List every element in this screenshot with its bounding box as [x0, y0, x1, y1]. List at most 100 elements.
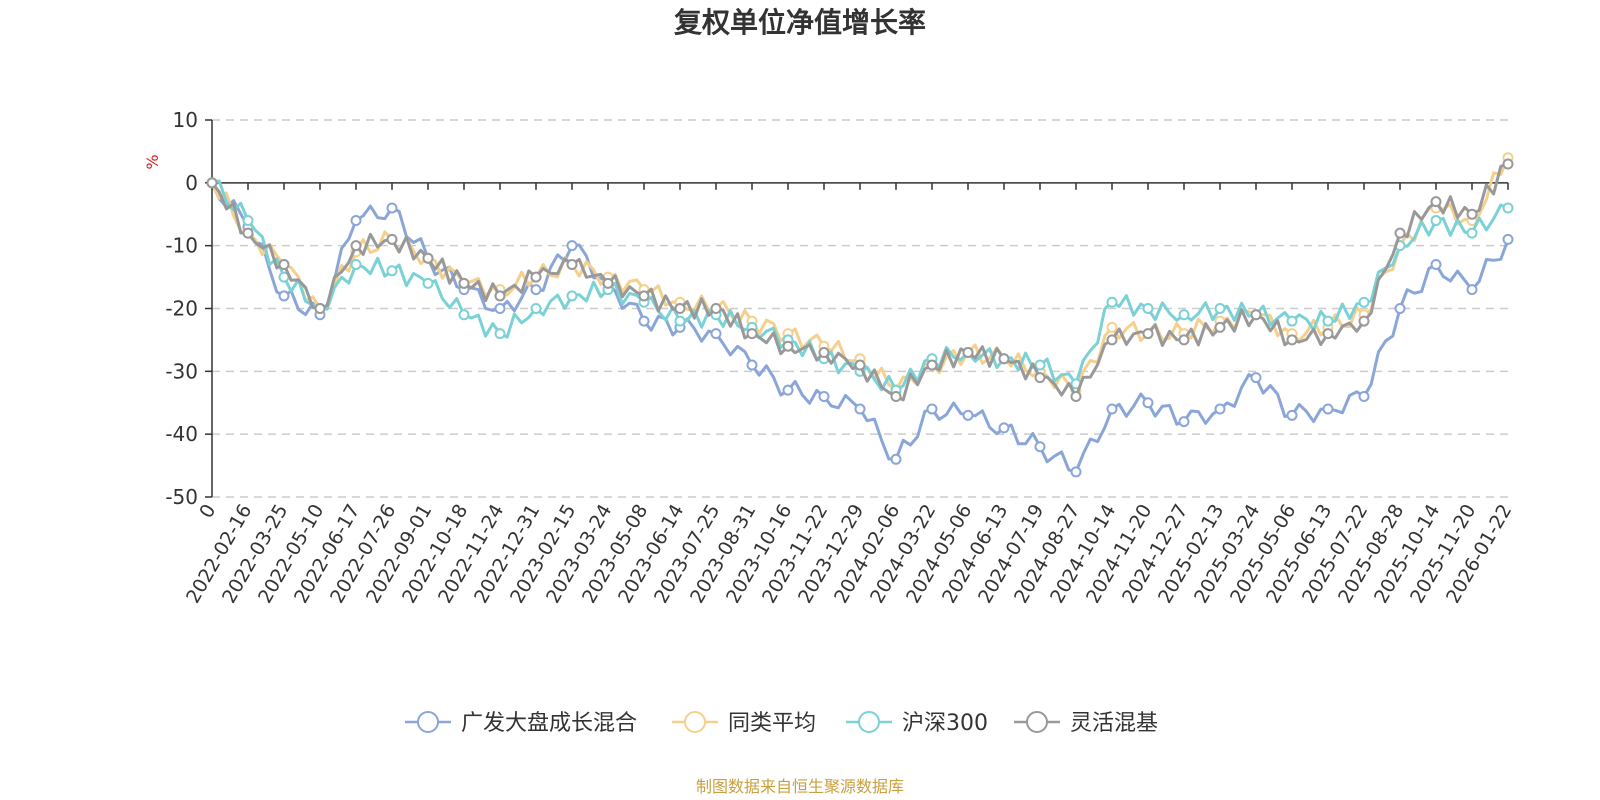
data-point[interactable] [1106, 334, 1118, 346]
data-point[interactable] [458, 309, 470, 321]
data-point[interactable] [458, 277, 470, 289]
data-point[interactable] [1322, 403, 1334, 415]
data-point[interactable] [710, 303, 722, 314]
data-point[interactable] [638, 315, 650, 327]
data-point[interactable] [350, 240, 362, 252]
data-point[interactable] [1394, 227, 1406, 239]
data-point[interactable] [1466, 208, 1478, 220]
data-point[interactable] [566, 259, 578, 271]
data-point[interactable] [890, 390, 902, 402]
data-point[interactable] [1214, 303, 1226, 314]
data-point[interactable] [1394, 303, 1406, 314]
data-point[interactable] [998, 353, 1010, 365]
data-point[interactable] [1502, 202, 1514, 214]
data-point[interactable] [854, 359, 866, 371]
data-point[interactable] [1034, 441, 1046, 453]
data-point[interactable] [278, 290, 290, 302]
data-point[interactable] [494, 328, 506, 340]
data-point[interactable] [566, 290, 578, 302]
legend-item-3[interactable]: 灵活混基 [1014, 711, 1158, 736]
data-point[interactable] [422, 252, 434, 264]
y-tick-label: -40 [165, 422, 198, 446]
data-point[interactable] [926, 359, 938, 371]
legend-item-1[interactable]: 同类平均 [672, 711, 816, 736]
data-point[interactable] [566, 240, 578, 252]
data-point[interactable] [1430, 215, 1442, 227]
y-tick-label: 10 [173, 108, 198, 132]
data-point[interactable] [1286, 334, 1298, 346]
data-point[interactable] [1106, 296, 1118, 308]
data-point[interactable] [386, 233, 398, 245]
data-point[interactable] [674, 303, 686, 314]
data-point[interactable] [674, 315, 686, 327]
legend-item-0[interactable]: 广发大盘成长混合 [405, 711, 637, 736]
data-point[interactable] [998, 422, 1010, 434]
data-point[interactable] [494, 290, 506, 302]
data-point[interactable] [350, 259, 362, 271]
data-point[interactable] [1034, 359, 1046, 371]
data-point[interactable] [1502, 158, 1514, 170]
data-point[interactable] [1070, 390, 1082, 402]
data-point[interactable] [530, 284, 542, 296]
data-point[interactable] [746, 359, 758, 371]
data-point[interactable] [1214, 403, 1226, 415]
data-point[interactable] [1358, 296, 1370, 308]
data-point[interactable] [854, 403, 866, 415]
data-point[interactable] [962, 346, 974, 358]
data-point[interactable] [1358, 390, 1370, 402]
data-point[interactable] [818, 346, 830, 358]
data-point[interactable] [782, 384, 794, 396]
data-point[interactable] [818, 390, 830, 402]
data-point[interactable] [1502, 233, 1514, 245]
data-point[interactable] [242, 215, 254, 227]
data-point[interactable] [962, 409, 974, 421]
data-point[interactable] [1430, 259, 1442, 271]
data-point[interactable] [1466, 227, 1478, 239]
data-point[interactable] [1178, 309, 1190, 321]
data-point[interactable] [782, 340, 794, 352]
legend-item-2[interactable]: 沪深300 [846, 711, 988, 736]
data-point[interactable] [710, 328, 722, 340]
legend-label: 灵活混基 [1070, 711, 1158, 736]
y-axis-unit: % [143, 154, 162, 169]
data-point[interactable] [1142, 328, 1154, 340]
data-point[interactable] [1106, 403, 1118, 415]
data-point[interactable] [602, 277, 614, 289]
legend-swatch-marker [1026, 711, 1048, 733]
legend-swatch-marker [858, 711, 880, 733]
data-point[interactable] [1250, 372, 1262, 384]
data-point[interactable] [422, 277, 434, 289]
data-point[interactable] [1286, 409, 1298, 421]
data-point[interactable] [1142, 397, 1154, 409]
legend-label: 沪深300 [902, 711, 988, 736]
data-point[interactable] [1214, 321, 1226, 333]
data-point[interactable] [314, 303, 326, 314]
data-point[interactable] [1142, 303, 1154, 314]
data-point[interactable] [1322, 328, 1334, 340]
data-point[interactable] [242, 227, 254, 239]
data-point[interactable] [1178, 416, 1190, 428]
data-point[interactable] [350, 215, 362, 227]
data-point[interactable] [1466, 284, 1478, 296]
data-point[interactable] [1430, 196, 1442, 208]
data-point[interactable] [1106, 321, 1118, 333]
data-point[interactable] [494, 303, 506, 314]
data-point[interactable] [206, 177, 218, 189]
data-point[interactable] [1034, 372, 1046, 384]
data-point[interactable] [746, 328, 758, 340]
data-point[interactable] [638, 290, 650, 302]
data-point[interactable] [530, 303, 542, 314]
data-point[interactable] [278, 259, 290, 271]
legend-label: 同类平均 [728, 711, 816, 736]
data-point[interactable] [386, 265, 398, 277]
data-point[interactable] [1322, 315, 1334, 327]
data-point[interactable] [1358, 315, 1370, 327]
data-point[interactable] [386, 202, 398, 214]
data-point[interactable] [530, 271, 542, 283]
data-point[interactable] [1178, 334, 1190, 346]
data-point[interactable] [1070, 466, 1082, 478]
data-point[interactable] [926, 403, 938, 415]
data-point[interactable] [1286, 315, 1298, 327]
data-point[interactable] [1250, 309, 1262, 321]
data-point[interactable] [890, 453, 902, 465]
